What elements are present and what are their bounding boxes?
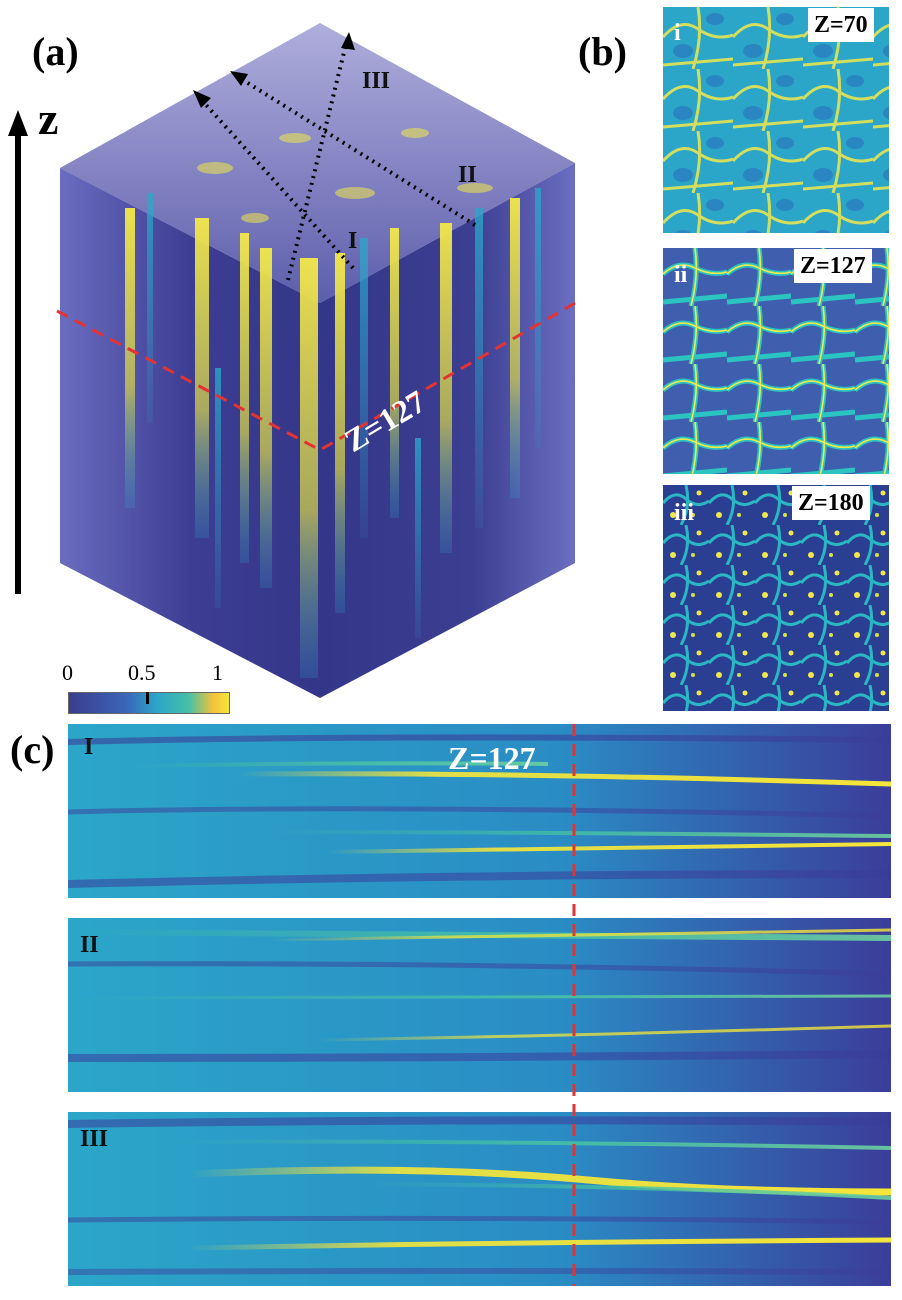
z-marker-label: Z=127: [448, 740, 536, 776]
colorbar-marker: [146, 692, 149, 704]
slice-z-label-i: Z=70: [808, 8, 874, 42]
slice-tag-i: i: [674, 20, 681, 46]
strip-II: [68, 918, 891, 1092]
slice-z-label-ii: Z=127: [794, 249, 872, 283]
strip-III: [68, 1112, 891, 1286]
colorbar: [68, 692, 230, 714]
panel-b-label: (b): [578, 29, 627, 74]
line-label-I: I: [348, 228, 358, 254]
strip-label-II: II: [80, 932, 99, 958]
colorbar-tick-0: 0: [62, 660, 73, 685]
slice-z-label-iii: Z=180: [792, 486, 870, 520]
colorbar-tick-05: 0.5: [128, 660, 156, 685]
panel-c-label: (c): [10, 727, 55, 772]
line-label-II: II: [458, 162, 477, 188]
strip-label-I: I: [84, 734, 94, 760]
strip-I: [68, 724, 891, 898]
slice-tag-iii: iii: [674, 500, 695, 526]
slice-image-iii: [663, 485, 889, 711]
colorbar-tick-1: 1: [212, 660, 223, 685]
z-axis-label: z: [38, 93, 59, 144]
z-axis-arrow: [8, 110, 28, 594]
line-label-III: III: [362, 68, 391, 94]
panel-a-label: (a): [32, 29, 79, 74]
slice-image-i: [663, 7, 889, 233]
strip-label-III: III: [80, 1126, 109, 1152]
volume-cube: [56, 23, 576, 698]
slice-image-ii: [663, 248, 889, 474]
slice-tag-ii: ii: [674, 262, 688, 288]
z-marker-line: [572, 724, 576, 1286]
